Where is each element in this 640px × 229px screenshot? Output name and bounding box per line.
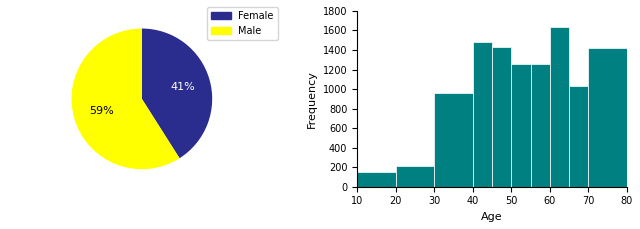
Bar <box>511 64 531 187</box>
Bar <box>357 172 396 187</box>
Y-axis label: Frequency: Frequency <box>307 70 317 128</box>
Wedge shape <box>72 29 180 169</box>
Bar <box>396 166 434 187</box>
Legend: Female, Male: Female, Male <box>207 7 278 40</box>
Bar <box>550 27 569 187</box>
Text: 41%: 41% <box>170 82 195 92</box>
Text: 59%: 59% <box>89 106 114 116</box>
Bar <box>434 93 473 187</box>
Wedge shape <box>142 29 212 158</box>
Bar <box>492 47 511 187</box>
X-axis label: Age: Age <box>481 212 503 222</box>
Bar <box>569 86 588 187</box>
Bar <box>588 48 627 187</box>
Bar <box>473 42 492 187</box>
Bar <box>531 64 550 187</box>
